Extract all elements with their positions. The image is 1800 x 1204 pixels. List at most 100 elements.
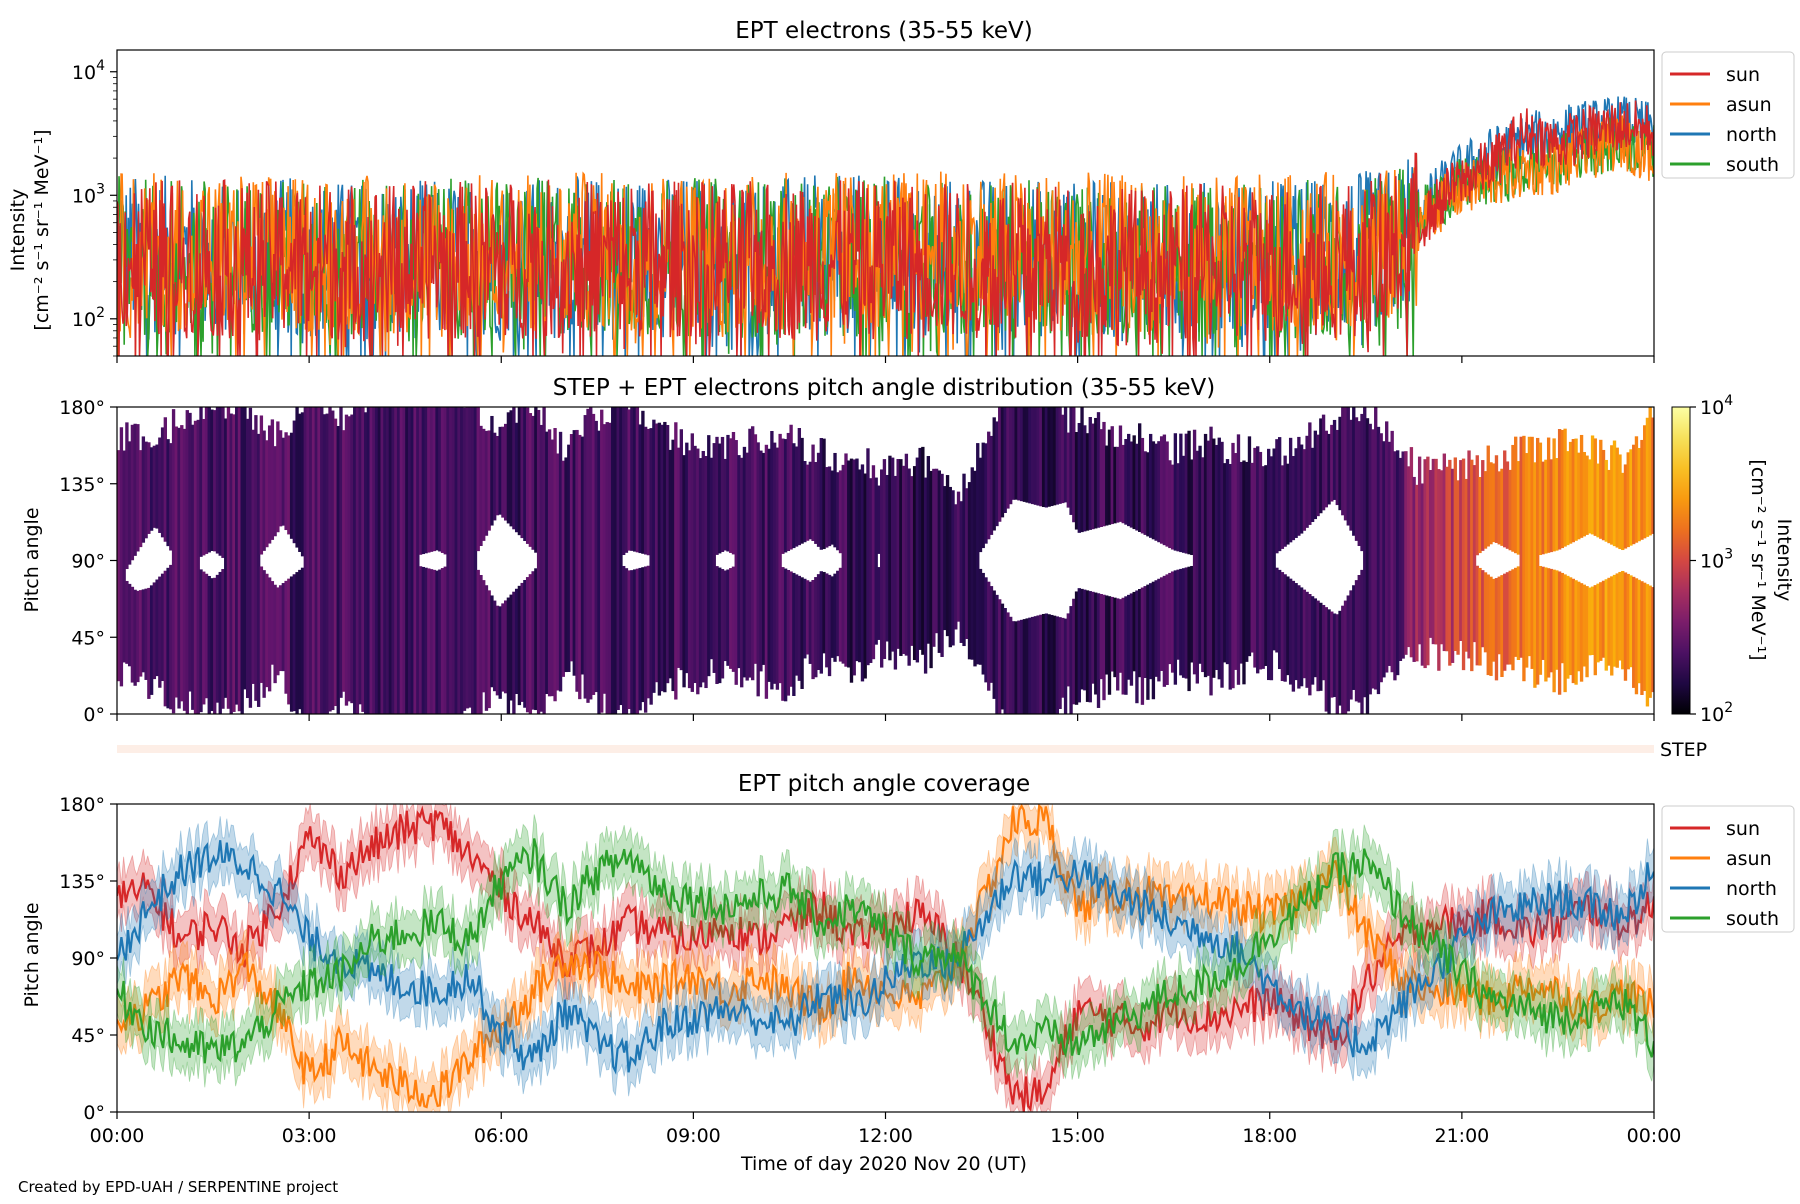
heatmap-cell [1546, 437, 1551, 553]
heatmap-cell [1083, 425, 1087, 532]
heatmap-cell [632, 407, 637, 552]
heatmap-cell [347, 416, 351, 702]
heatmap-cell [289, 432, 294, 539]
heatmap-cell [435, 570, 439, 714]
heatmap-cell [1563, 574, 1567, 693]
heatmap-cell [600, 409, 604, 713]
heatmap-cell [298, 569, 302, 710]
heatmap-cell [726, 434, 730, 552]
heatmap-cell [1302, 449, 1307, 531]
heatmap-cell [440, 407, 445, 553]
heatmap-cell [1500, 575, 1504, 678]
heatmap-cell [1201, 457, 1205, 673]
heatmap-cell [1000, 603, 1005, 710]
heatmap-cell [984, 443, 988, 544]
heatmap-cell [490, 595, 494, 688]
heatmap-cell [1052, 615, 1057, 714]
panel4-series [117, 804, 1654, 1112]
heatmap-cell [1546, 568, 1551, 678]
series-band-north [117, 816, 1654, 1097]
heatmap-cell [880, 469, 884, 668]
heatmap-cell [1014, 407, 1018, 500]
heatmap-cell [1478, 476, 1482, 554]
panel2-ytick-label-1: 45° [71, 627, 105, 649]
heatmap-cell [240, 407, 244, 714]
heatmap-cell [1374, 407, 1378, 690]
heatmap-cell [122, 450, 126, 663]
panel1-ytick-label-1: 103 [72, 181, 105, 207]
heatmap-cell [1072, 407, 1076, 523]
heatmap-cell [213, 410, 217, 552]
heatmap-cell [663, 421, 667, 693]
heatmap-cell [1083, 589, 1087, 691]
heatmap-cell [1461, 458, 1466, 671]
panel1-legend-label-north: north [1726, 124, 1777, 146]
heatmap-cell [1044, 613, 1049, 714]
heatmap-cell [438, 569, 442, 714]
heatmap-cell [641, 410, 645, 554]
heatmap-cell [388, 407, 393, 714]
heatmap-cell [597, 430, 601, 714]
heatmap-cell [838, 470, 843, 554]
heatmap-cell [580, 436, 585, 675]
heatmap-cell [495, 435, 500, 516]
heatmap-cell [418, 407, 423, 555]
heatmap-cell [185, 410, 189, 714]
heatmap-cell [1623, 572, 1628, 681]
heatmap-cell [1651, 587, 1654, 693]
heatmap-cell [1365, 418, 1370, 714]
panel4-legend-label-south: south [1726, 908, 1779, 930]
heatmap-cell [797, 575, 802, 681]
heatmap-cell [789, 571, 793, 687]
heatmap-cell [424, 407, 428, 554]
heatmap-cell [665, 424, 670, 684]
heatmap-cell [632, 569, 637, 714]
heatmap-cell [1486, 445, 1490, 547]
heatmap-cell [119, 427, 124, 687]
heatmap-cell [976, 443, 980, 665]
heatmap-cell [1599, 582, 1603, 661]
heatmap-cell [1566, 575, 1570, 679]
heatmap-cell [1072, 598, 1076, 705]
heatmap-cell [992, 417, 996, 531]
heatmap-cell [1363, 407, 1367, 698]
heatmap-cell [1028, 617, 1032, 714]
heatmap-cell [1088, 591, 1092, 703]
heatmap-cell [276, 421, 280, 533]
heatmap-cell [679, 429, 683, 671]
heatmap-cell [619, 407, 623, 706]
heatmap-cell [468, 407, 472, 708]
heatmap-cell [863, 473, 867, 679]
heatmap-cell [457, 407, 461, 714]
heatmap-cell [1154, 443, 1158, 541]
heatmap-cell [1645, 584, 1650, 707]
colorbar-gradient [1671, 406, 1691, 715]
heatmap-cell [786, 432, 791, 551]
heatmap-cell [693, 445, 697, 684]
heatmap-cell [333, 418, 338, 707]
heatmap-cell [1234, 453, 1238, 670]
heatmap-cell [1459, 460, 1463, 642]
heatmap-cell [1533, 462, 1537, 688]
heatmap-cell [1277, 437, 1282, 552]
heatmap-cell [1275, 439, 1279, 554]
heatmap-cell [1632, 576, 1636, 688]
heatmap-cell [1634, 436, 1639, 543]
heatmap-cell [602, 424, 607, 694]
heatmap-cell [1343, 600, 1348, 714]
heatmap-cell [852, 459, 856, 676]
heatmap-cell [482, 580, 486, 693]
heatmap-cell [136, 424, 140, 552]
heatmap-cell [1179, 568, 1183, 676]
heatmap-cell [877, 567, 881, 640]
heatmap-cell [967, 482, 972, 660]
heatmap-cell [660, 424, 664, 692]
heatmap-cell [1390, 430, 1394, 673]
heatmap-cell [525, 577, 530, 713]
heatmap-cell [501, 603, 505, 692]
heatmap-cell [182, 428, 187, 711]
heatmap-cell [503, 423, 508, 521]
heatmap-cell [460, 407, 464, 714]
panel1-legend-label-south: south [1726, 154, 1779, 176]
